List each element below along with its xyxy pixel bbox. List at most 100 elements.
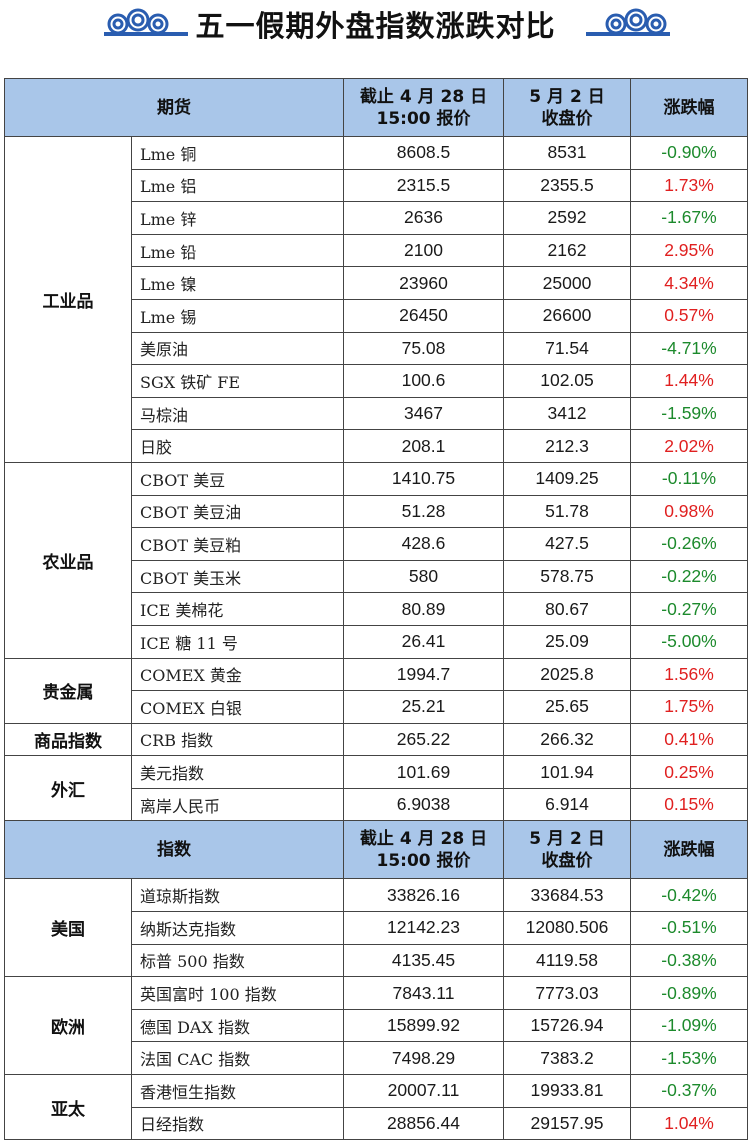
- category-cell: 农业品: [4, 461, 132, 659]
- auspicious-cloud-left-icon: [104, 8, 188, 36]
- before-price: 2100: [343, 233, 504, 268]
- close-price: 2592: [503, 201, 631, 235]
- item-name: ICE 美棉花: [131, 592, 344, 626]
- change-value: 4.34%: [630, 266, 748, 300]
- table-row: 工业品 Lme 铜 8608.5 8531 -0.90%: [4, 136, 748, 463]
- close-price: 1409.25: [503, 461, 631, 496]
- before-price: 6.9038: [343, 787, 504, 822]
- category-cell: 外汇: [4, 755, 132, 822]
- change-value: 1.73%: [630, 168, 748, 203]
- change-value: -0.89%: [630, 976, 748, 1010]
- close-price: 102.05: [503, 364, 631, 398]
- table-row: 德国 DAX 指数 15899.92 15726.94 -1.09%: [5, 1008, 748, 1043]
- category-cell: 欧洲: [4, 976, 132, 1076]
- before-price: 100.6: [343, 364, 504, 398]
- before-price: 20007.11: [343, 1074, 504, 1108]
- before-price: 12142.23: [343, 911, 504, 945]
- change-value: -0.27%: [630, 592, 748, 626]
- before-price: 208.1: [343, 429, 504, 463]
- before-price: 580: [343, 559, 504, 594]
- change-value: -1.09%: [630, 1008, 748, 1043]
- before-price: 28856.44: [343, 1106, 504, 1141]
- item-name: 离岸人民币: [131, 787, 344, 822]
- item-name: 德国 DAX 指数: [131, 1008, 344, 1043]
- change-value: 2.95%: [630, 233, 748, 268]
- change-value: 1.44%: [630, 364, 748, 398]
- close-price: 29157.95: [503, 1106, 631, 1141]
- item-name: ICE 糖 11 号: [131, 624, 344, 659]
- item-name: Lme 铝: [131, 168, 344, 203]
- header-close-price: 5 月 2 日收盘价: [503, 78, 631, 137]
- before-price: 25.21: [343, 690, 504, 724]
- table-row: 欧洲 英国富时 100 指数 7843.11 7773.03 -0.89%: [4, 976, 748, 1076]
- change-value: 1.56%: [630, 657, 748, 692]
- table-row: 马棕油 3467 3412 -1.59%: [5, 396, 748, 431]
- change-value: -0.22%: [630, 559, 748, 594]
- change-value: -1.59%: [630, 396, 748, 431]
- before-price: 15899.92: [343, 1008, 504, 1043]
- header-before-price: 截止 4 月 28 日 15:00 报价: [343, 820, 504, 880]
- table-row: SGX 铁矿 FE 100.6 102.05 1.44%: [5, 364, 748, 398]
- item-name: 纳斯达克指数: [131, 911, 344, 945]
- close-price: 8531: [503, 136, 631, 170]
- change-value: -4.71%: [630, 331, 748, 366]
- item-name: Lme 铜: [131, 136, 344, 170]
- close-price: 71.54: [503, 331, 631, 366]
- before-price: 26450: [343, 298, 504, 333]
- before-price: 428.6: [343, 527, 504, 561]
- before-price: 2315.5: [343, 168, 504, 203]
- auspicious-cloud-right-icon: [586, 8, 670, 36]
- item-name: CRB 指数: [131, 722, 344, 757]
- close-price: 33684.53: [503, 878, 631, 913]
- futures-header-label: 期货: [4, 78, 344, 137]
- category-cell: 工业品: [4, 136, 132, 463]
- change-value: -0.37%: [630, 1074, 748, 1108]
- table-row: ICE 糖 11 号 26.41 25.09 -5.00%: [5, 624, 748, 659]
- close-price: 15726.94: [503, 1008, 631, 1043]
- comparison-table: 期货 截止 4 月 28 日 15:00 报价 5 月 2 日收盘价 涨跌幅 工业品 Lme…: [4, 78, 748, 1141]
- item-name: CBOT 美玉米: [131, 559, 344, 594]
- item-name: 道琼斯指数: [131, 878, 344, 913]
- futures-header-row: 期货 截止 4 月 28 日 15:00 报价 5 月 2 日收盘价 涨跌幅: [4, 78, 748, 137]
- item-name: CBOT 美豆粕: [131, 527, 344, 561]
- close-price: 7773.03: [503, 976, 631, 1010]
- change-value: -1.53%: [630, 1041, 748, 1076]
- close-price: 6.914: [503, 787, 631, 822]
- before-price: 23960: [343, 266, 504, 300]
- item-name: Lme 铅: [131, 233, 344, 268]
- close-price: 2355.5: [503, 168, 631, 203]
- item-name: Lme 锌: [131, 201, 344, 235]
- item-name: 日胶: [131, 429, 344, 463]
- header-close-price: 5 月 2 日收盘价: [503, 820, 631, 880]
- table-row: ICE 美棉花 80.89 80.67 -0.27%: [5, 592, 748, 626]
- close-price: 4119.58: [503, 943, 631, 978]
- item-name: 香港恒生指数: [131, 1074, 344, 1108]
- table-row: Lme 铅 2100 2162 2.95%: [5, 233, 748, 268]
- close-price: 2162: [503, 233, 631, 268]
- table-row: 美国 道琼斯指数 33826.16 33684.53 -0.42%: [4, 878, 748, 978]
- before-price: 101.69: [343, 755, 504, 789]
- close-price: 25.65: [503, 690, 631, 724]
- change-value: -0.26%: [630, 527, 748, 561]
- category-cell: 商品指数: [4, 722, 132, 757]
- close-price: 25000: [503, 266, 631, 300]
- item-name: CBOT 美豆油: [131, 494, 344, 529]
- table-row: Lme 镍 23960 25000 4.34%: [5, 266, 748, 300]
- change-value: 1.04%: [630, 1106, 748, 1141]
- before-price: 2636: [343, 201, 504, 235]
- title-bar: 五一假期外盘指数涨跌对比: [0, 0, 751, 72]
- table-row: 贵金属 COMEX 黄金 1994.7 2025.8 1.56%: [4, 657, 748, 724]
- item-name: 马棕油: [131, 396, 344, 431]
- close-price: 578.75: [503, 559, 631, 594]
- before-price: 3467: [343, 396, 504, 431]
- close-price: 2025.8: [503, 657, 631, 692]
- close-price: 212.3: [503, 429, 631, 463]
- table-row: COMEX 白银 25.21 25.65 1.75%: [5, 690, 748, 724]
- header-before-price: 截止 4 月 28 日 15:00 报价: [343, 78, 504, 137]
- table-row: 离岸人民币 6.9038 6.914 0.15%: [5, 787, 748, 822]
- close-price: 26600: [503, 298, 631, 333]
- item-name: Lme 锡: [131, 298, 344, 333]
- item-name: COMEX 白银: [131, 690, 344, 724]
- change-value: 2.02%: [630, 429, 748, 463]
- index-header-row: 指数 截止 4 月 28 日 15:00 报价 5 月 2 日收盘价 涨跌幅: [4, 820, 748, 880]
